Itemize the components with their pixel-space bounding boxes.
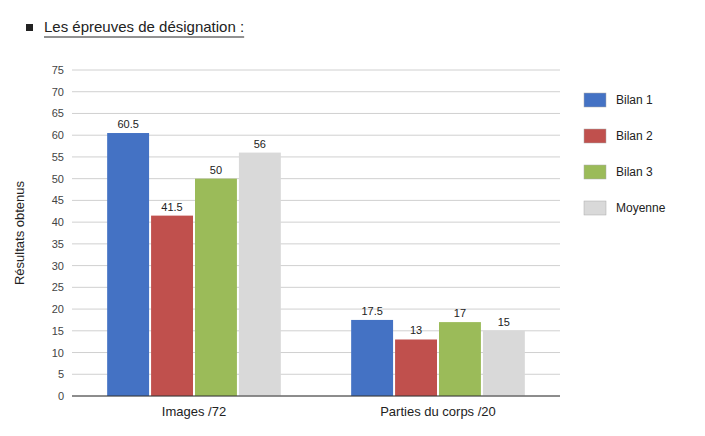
- grid-line: [72, 396, 560, 397]
- y-tick-label: 15: [52, 325, 64, 337]
- bar: [483, 331, 525, 396]
- y-tick-label: 75: [52, 64, 64, 76]
- y-tick-label: 10: [52, 347, 64, 359]
- bar: [395, 339, 437, 396]
- y-tick-label: 30: [52, 260, 64, 272]
- x-tick-label: Parties du corps /20: [380, 404, 496, 419]
- bar: [351, 320, 393, 396]
- data-label: 56: [254, 138, 266, 150]
- grid: [72, 70, 560, 396]
- bar: [151, 216, 193, 396]
- y-tick-label: 5: [58, 368, 64, 380]
- y-tick-label: 0: [58, 390, 64, 402]
- y-tick-label: 55: [52, 151, 64, 163]
- grid-line: [72, 70, 560, 71]
- y-tick-label: 65: [52, 107, 64, 119]
- title-bullet: [26, 24, 33, 31]
- legend-swatch: [584, 165, 606, 179]
- data-label: 50: [210, 164, 222, 176]
- bar: [239, 153, 281, 396]
- data-label: 60.5: [117, 118, 138, 130]
- bar: [195, 179, 237, 396]
- y-tick-label: 40: [52, 216, 64, 228]
- x-tick-label: Images /72: [162, 404, 226, 419]
- x-axis-line: [72, 396, 560, 397]
- y-tick-label: 70: [52, 86, 64, 98]
- y-tick-label: 45: [52, 194, 64, 206]
- legend-label: Bilan 3: [616, 165, 653, 179]
- data-label: 41.5: [161, 201, 182, 213]
- bars: [107, 133, 525, 396]
- legend-swatch: [584, 93, 606, 107]
- legend-swatch: [584, 201, 606, 215]
- y-tick-label: 50: [52, 173, 64, 185]
- y-tick-label: 60: [52, 129, 64, 141]
- y-axis-label: Résultats obtenus: [12, 180, 27, 285]
- title-underline: [44, 37, 244, 38]
- y-tick-label: 20: [52, 303, 64, 315]
- data-labels: 60.5 17.5 41.5 13 50 17 56 15: [117, 118, 510, 336]
- data-label: 15: [498, 316, 510, 328]
- legend: Bilan 1 Bilan 2 Bilan 3 Moyenne: [584, 93, 666, 215]
- bar: [439, 322, 481, 396]
- y-tick-label: 25: [52, 281, 64, 293]
- legend-label: Moyenne: [616, 201, 666, 215]
- title: Les épreuves de désignation :: [44, 18, 244, 35]
- legend-label: Bilan 1: [616, 93, 653, 107]
- grid-line: [72, 113, 560, 114]
- legend-swatch: [584, 129, 606, 143]
- legend-label: Bilan 2: [616, 129, 653, 143]
- chart: Les épreuves de désignation : 0 5 10 15 20 25 3…: [0, 0, 705, 436]
- data-label: 17: [454, 307, 466, 319]
- y-tick-label: 35: [52, 238, 64, 250]
- grid-line: [72, 91, 560, 92]
- data-label: 13: [410, 324, 422, 336]
- data-label: 17.5: [361, 305, 382, 317]
- bar: [107, 133, 149, 396]
